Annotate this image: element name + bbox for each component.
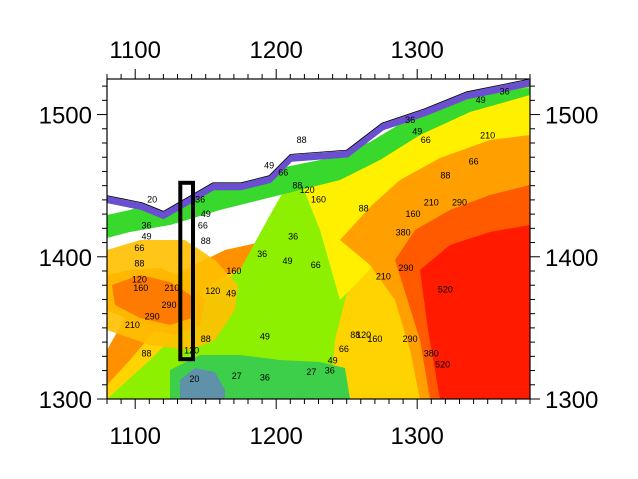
x-tick-label-top: 1200 [250,37,303,64]
contour-label: 49 [282,256,292,266]
x-tick-label-top: 1300 [391,37,444,64]
contour-label: 290 [398,263,413,273]
contour-label: 66 [421,135,431,145]
contour-label: 290 [145,311,160,321]
contour-label: 210 [164,283,179,293]
contour-label: 36 [141,220,151,230]
contour-label: 120 [132,274,147,284]
contour-label: 36 [288,232,298,242]
contour-label: 49 [260,331,270,341]
contour-label: 520 [435,360,450,370]
contour-label: 20 [147,195,157,205]
x-tick-label-top: 1100 [109,37,161,64]
x-tick-label-bottom: 1100 [109,423,161,450]
contour-label: 160 [133,283,148,293]
x-tick-label-bottom: 1200 [250,423,303,450]
data-boundary-line [106,78,531,212]
contour-label: 88 [141,348,151,358]
contour-label: 290 [403,334,418,344]
contour-label: 66 [278,168,288,178]
contour-region-bottom-teal [180,368,225,399]
y-tick-label-right: 1500 [545,103,598,130]
contour-label: 66 [339,344,349,354]
contour-label: 290 [161,300,176,310]
contour-region-left-orange-core [112,275,195,325]
contour-label: 27 [232,371,242,381]
contour-label: 36 [195,195,205,205]
contour-label: 88 [201,236,211,246]
contour-label: 380 [396,227,411,237]
contour-label: 88 [359,203,369,213]
contour-label: 210 [125,320,140,330]
contour-fills [107,85,530,399]
contour-region-upper-green [107,88,530,238]
contour-label: 49 [141,232,151,242]
contour-label: 49 [264,161,274,171]
contour-label: 66 [311,260,321,270]
contour-label: 88 [297,135,307,145]
contour-label: 49 [201,209,211,219]
contour-label: 160 [367,334,382,344]
annotation-rectangle [178,180,196,362]
y-tick-label-left: 1300 [39,387,92,414]
contour-label: 36 [500,87,510,97]
contour-label: 88 [292,181,302,191]
contour-label: 66 [134,243,144,253]
contour-label: 88 [350,330,360,340]
contour-region-red [420,225,530,399]
contour-label: 210 [376,272,391,282]
contour-label: 160 [311,195,326,205]
low-value-band [106,79,531,220]
contour-label: 66 [198,220,208,230]
contour-label: 120 [356,330,371,340]
contour-label: 27 [306,367,316,377]
contour-label: 49 [328,355,338,365]
contour-label: 88 [134,259,144,269]
contour-label: 49 [226,289,236,299]
contour-label: 49 [476,95,486,105]
contour-label: 36 [257,249,267,259]
y-tick-label-left: 1400 [39,245,92,272]
contour-label: 36 [405,115,415,125]
axis-ticks [97,69,540,409]
contour-label: 290 [452,198,467,208]
contour-label: 210 [480,131,495,141]
boundary-mask [106,78,531,212]
contour-label: 380 [424,348,439,358]
y-tick-label-right: 1400 [545,245,598,272]
contour-label: 36 [260,373,270,383]
contour-label: 210 [424,198,439,208]
axis-tick-labels: 1100 1100 1200 1200 1300 1300 1300 1300 1400 1400… [39,37,599,450]
contour-label: 49 [412,127,422,137]
y-tick-label-left: 1500 [39,103,92,130]
contour-label: 520 [438,284,453,294]
contour-label: 120 [300,185,315,195]
y-tick-label-right: 1300 [545,387,598,414]
contour-label: 36 [325,365,335,375]
contour-label: 88 [201,334,211,344]
contour-label: 20 [189,374,199,384]
contour-label: 160 [405,209,420,219]
x-tick-label-bottom: 1300 [391,423,444,450]
contour-label: 160 [226,266,241,276]
above-boundary-mask [107,79,530,212]
contour-label: 120 [205,286,220,296]
contour-label: 88 [440,171,450,181]
contour-label: 66 [469,156,479,166]
